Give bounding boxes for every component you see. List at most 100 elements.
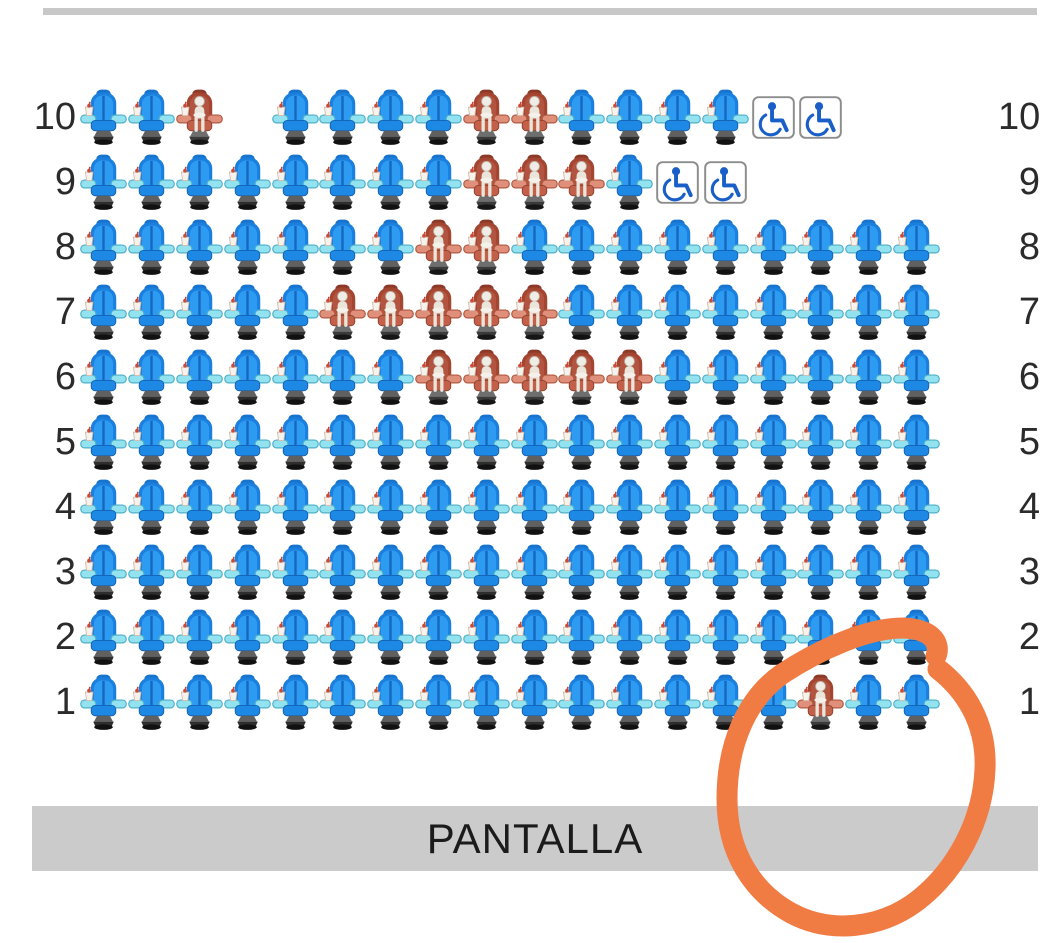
seat-available[interactable]: [701, 413, 749, 471]
seat-available[interactable]: [80, 348, 128, 406]
seat-available[interactable]: [128, 153, 176, 211]
seat-available[interactable]: [80, 153, 128, 211]
seat-available[interactable]: [319, 673, 367, 731]
seat-available[interactable]: [223, 673, 271, 731]
seat-available[interactable]: [606, 153, 654, 211]
seat-available[interactable]: [510, 673, 558, 731]
seat-available[interactable]: [319, 543, 367, 601]
seat-available[interactable]: [415, 413, 463, 471]
seat-available[interactable]: [462, 478, 510, 536]
seat-available[interactable]: [223, 283, 271, 341]
seat-available[interactable]: [606, 218, 654, 276]
seat-available[interactable]: [128, 608, 176, 666]
seat-available[interactable]: [749, 218, 797, 276]
seat-available[interactable]: [797, 218, 845, 276]
seat-available[interactable]: [271, 608, 319, 666]
seat-available[interactable]: [128, 88, 176, 146]
seat-available[interactable]: [749, 478, 797, 536]
seat-available[interactable]: [319, 218, 367, 276]
seat-available[interactable]: [893, 413, 941, 471]
seat-available[interactable]: [271, 348, 319, 406]
seat-available[interactable]: [893, 283, 941, 341]
seat-available[interactable]: [797, 543, 845, 601]
seat-available[interactable]: [701, 348, 749, 406]
seat-available[interactable]: [462, 673, 510, 731]
seat-available[interactable]: [128, 348, 176, 406]
seat-available[interactable]: [558, 478, 606, 536]
seat-available[interactable]: [893, 478, 941, 536]
seat-available[interactable]: [701, 543, 749, 601]
seat-available[interactable]: [654, 608, 702, 666]
seat-available[interactable]: [176, 478, 224, 536]
seat-available[interactable]: [271, 283, 319, 341]
seat-available[interactable]: [510, 218, 558, 276]
seat-available[interactable]: [367, 413, 415, 471]
seat-available[interactable]: [80, 88, 128, 146]
seat-available[interactable]: [176, 608, 224, 666]
seat-available[interactable]: [223, 348, 271, 406]
seat-available[interactable]: [701, 283, 749, 341]
seat-available[interactable]: [701, 608, 749, 666]
seat-available[interactable]: [462, 543, 510, 601]
seat-available[interactable]: [415, 88, 463, 146]
seat-available[interactable]: [319, 478, 367, 536]
seat-available[interactable]: [271, 218, 319, 276]
seat-available[interactable]: [462, 608, 510, 666]
seat-available[interactable]: [749, 413, 797, 471]
seat-available[interactable]: [128, 283, 176, 341]
seat-available[interactable]: [367, 88, 415, 146]
seat-available[interactable]: [606, 283, 654, 341]
seat-available[interactable]: [893, 608, 941, 666]
seat-available[interactable]: [319, 88, 367, 146]
seat-available[interactable]: [128, 673, 176, 731]
seat-available[interactable]: [271, 88, 319, 146]
seat-available[interactable]: [319, 608, 367, 666]
seat-available[interactable]: [654, 543, 702, 601]
seat-wheelchair[interactable]: [797, 88, 845, 146]
seat-available[interactable]: [654, 88, 702, 146]
seat-wheelchair[interactable]: [654, 153, 702, 211]
seat-available[interactable]: [510, 543, 558, 601]
seat-available[interactable]: [80, 478, 128, 536]
seat-available[interactable]: [128, 478, 176, 536]
seat-available[interactable]: [606, 88, 654, 146]
seat-available[interactable]: [797, 348, 845, 406]
seat-available[interactable]: [415, 478, 463, 536]
seat-available[interactable]: [128, 413, 176, 471]
seat-available[interactable]: [749, 673, 797, 731]
seat-available[interactable]: [80, 283, 128, 341]
seat-available[interactable]: [415, 673, 463, 731]
seat-available[interactable]: [606, 608, 654, 666]
seat-available[interactable]: [797, 608, 845, 666]
seat-available[interactable]: [462, 413, 510, 471]
seat-available[interactable]: [271, 153, 319, 211]
seat-available[interactable]: [176, 153, 224, 211]
seat-available[interactable]: [558, 543, 606, 601]
seat-available[interactable]: [415, 153, 463, 211]
seat-available[interactable]: [271, 413, 319, 471]
seat-available[interactable]: [558, 608, 606, 666]
seat-available[interactable]: [606, 673, 654, 731]
seat-available[interactable]: [606, 413, 654, 471]
seat-available[interactable]: [176, 413, 224, 471]
seat-available[interactable]: [654, 478, 702, 536]
seat-available[interactable]: [367, 673, 415, 731]
seat-available[interactable]: [80, 543, 128, 601]
seat-available[interactable]: [510, 413, 558, 471]
seat-available[interactable]: [80, 218, 128, 276]
seat-available[interactable]: [367, 478, 415, 536]
seat-available[interactable]: [701, 218, 749, 276]
seat-available[interactable]: [176, 543, 224, 601]
seat-available[interactable]: [223, 543, 271, 601]
seat-available[interactable]: [845, 543, 893, 601]
seat-available[interactable]: [749, 608, 797, 666]
seat-available[interactable]: [271, 478, 319, 536]
seat-available[interactable]: [749, 348, 797, 406]
seat-available[interactable]: [223, 413, 271, 471]
seat-available[interactable]: [319, 413, 367, 471]
seat-available[interactable]: [367, 348, 415, 406]
seat-available[interactable]: [654, 348, 702, 406]
seat-available[interactable]: [893, 218, 941, 276]
seat-available[interactable]: [845, 673, 893, 731]
seat-available[interactable]: [271, 543, 319, 601]
